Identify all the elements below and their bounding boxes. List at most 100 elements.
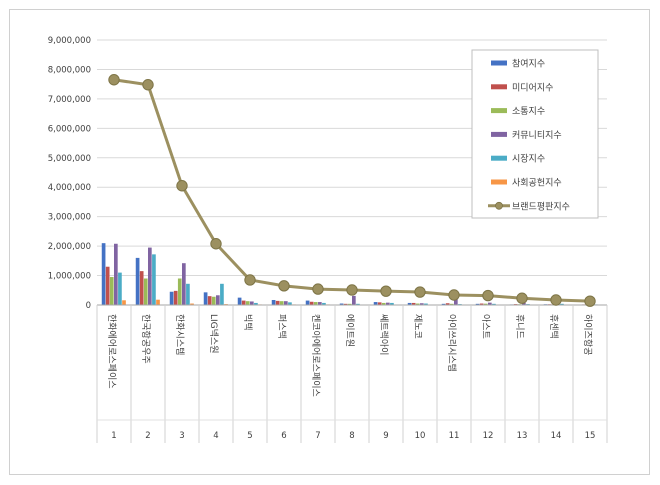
category-label: 한화에어로스페이스 [106,314,117,389]
bar-커뮤니티지수 [114,243,118,305]
bar-미디어지수 [139,271,144,305]
line-point [142,79,154,91]
bar-참여지수 [237,297,242,305]
bar-미디어지수 [479,303,484,305]
category-number: 7 [315,431,320,441]
legend-swatch [491,60,507,66]
bar-소통지수 [211,296,216,305]
line-point [414,286,426,298]
bar-커뮤니티지수 [216,295,220,305]
category-number: 4 [213,431,218,441]
bar-시장지수 [322,302,326,305]
y-axis-tick-labels: 0 1,000,000 2,000,000 3,000,000 4,000,000 5,0… [48,36,91,311]
legend-label: 커뮤니티지수 [512,130,562,141]
category-number: 5 [247,431,252,441]
bar-소통지수 [245,301,250,305]
category-label: LIG넥스원 [208,314,219,353]
bar-미디어지수 [173,290,178,305]
legend-label: 브랜드평판지수 [512,201,570,212]
bar-미디어지수 [105,266,110,305]
bar-시장지수 [424,303,428,305]
category-number: 12 [483,431,494,441]
bar-커뮤니티지수 [454,296,458,305]
category-label: 하이즈항공 [582,314,593,355]
legend-label: 소통지수 [512,106,545,117]
bar-소통지수 [177,278,182,305]
bar-시장지수 [560,303,564,305]
legend-swatch [491,131,507,137]
category-number: 3 [179,431,184,441]
x-axis-category-labels: 한화에어로스페이스 1 한국항공우주 2 한화시스템 3 LIG넥스원 4 빅텍 5 퍼스텍 6 켄코아… [106,314,595,441]
bar-참여지수 [373,302,378,305]
bar-커뮤니티지수 [420,303,424,305]
bar-소통지수 [109,277,114,305]
line-point [482,289,494,302]
legend-label: 참여지수 [512,58,545,70]
bar-소통지수 [347,303,352,305]
bar-소통지수 [313,302,318,305]
line-point [380,285,392,297]
line-point [278,280,290,292]
line-point [244,274,256,286]
bar-커뮤니티지수 [148,247,152,305]
category-label: 빅텍 [242,314,253,331]
line-point [584,295,596,307]
category-label: 제노코 [412,314,423,339]
legend-swatch [491,84,507,90]
bar-시장지수 [288,302,292,305]
line-point [312,283,324,295]
bar-커뮤니티지수 [318,302,322,305]
bar-시장지수 [186,283,190,305]
category-label: 한화시스템 [174,314,186,355]
axes [96,304,608,443]
bar-참여지수 [101,243,106,305]
category-label: 휴센텍 [548,314,559,339]
category-number: 1 [111,431,116,441]
category-label: 휴니드 [514,314,525,339]
y-tick-label: 1,000,000 [48,272,91,282]
bar-사회공헌지수 [156,299,160,305]
y-tick-label: 0 [86,301,91,311]
line-series-group [108,74,596,307]
bar-커뮤니티지수 [352,295,356,305]
bar-소통지수 [381,302,386,305]
line-point [346,284,358,296]
bar-참여지수 [169,291,174,305]
bar-참여지수 [135,257,140,305]
y-tick-label: 8,000,000 [48,65,91,75]
bar-참여지수 [475,303,480,305]
bar-커뮤니티지수 [284,301,288,305]
category-number: 14 [551,431,562,441]
bar-시장지수 [356,303,360,305]
category-number: 11 [449,431,460,441]
y-tick-label: 9,000,000 [48,36,91,46]
legend-label: 미디어지수 [512,82,553,93]
bar-커뮤니티지수 [522,302,526,305]
legend-swatch [491,179,507,185]
bar-시장지수 [492,303,496,305]
bar-커뮤니티지수 [182,263,186,305]
category-number: 13 [517,431,528,441]
bar-미디어지수 [343,303,348,305]
legend-swatch [491,155,507,161]
category-number: 2 [145,431,150,441]
bar-미디어지수 [377,302,382,305]
bar-시장지수 [220,283,224,305]
legend-swatch [491,108,507,114]
bar-사회공헌지수 [190,303,194,305]
bar-미디어지수 [309,301,314,305]
line-point [108,74,120,86]
line-point [448,289,460,301]
category-number: 10 [415,431,426,441]
category-label: 쎄트렉아이 [378,314,389,355]
bar-참여지수 [305,300,310,305]
bar-소통지수 [415,303,420,305]
line-point [516,292,528,304]
y-tick-label: 5,000,000 [48,154,91,164]
bar-커뮤니티지수 [386,302,390,305]
category-label: 한국항공우주 [140,314,151,364]
bar-미디어지수 [411,302,416,305]
bar-커뮤니티지수 [250,301,254,305]
legend-label: 시장지수 [512,154,545,165]
